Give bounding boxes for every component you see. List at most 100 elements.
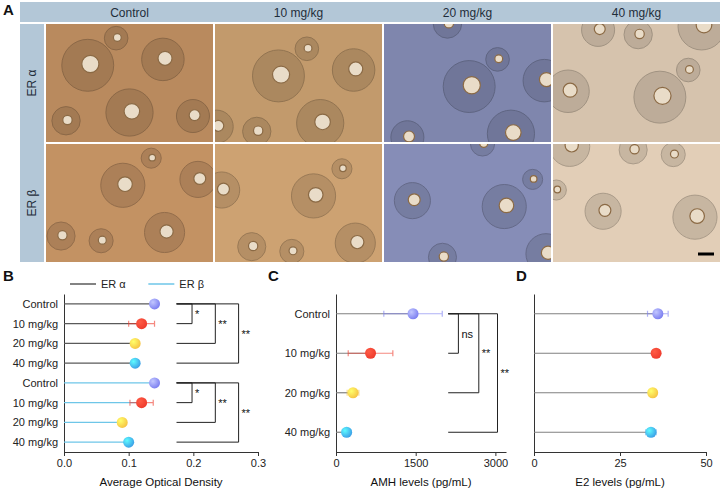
micrograph — [215, 24, 382, 142]
x-tick: 0 — [333, 452, 339, 469]
plot-marks — [336, 308, 442, 438]
significance-label: ns — [461, 328, 473, 340]
follicle — [47, 222, 75, 250]
significance-label: ** — [482, 347, 491, 359]
oocyte — [149, 154, 156, 161]
follicle — [585, 193, 621, 229]
x-tick-label: 0 — [333, 457, 339, 469]
panel-letter: C — [268, 267, 279, 284]
micrograph — [384, 24, 551, 142]
oocyte — [565, 144, 578, 152]
x-axis: 0.00.10.20.3 — [57, 452, 266, 469]
follicle — [582, 24, 615, 46]
stem — [64, 303, 155, 304]
follicle — [297, 100, 344, 142]
oocyte — [315, 114, 331, 130]
follicle — [487, 110, 534, 142]
y-tick-label: 10 mg/kg — [285, 347, 330, 359]
x-tick-label: 0.2 — [186, 457, 201, 469]
dot — [130, 358, 141, 369]
y-tick-label: 10 mg/kg — [13, 318, 58, 330]
legend-label: ER α — [101, 278, 126, 290]
column-label: 40 mg/kg — [612, 6, 661, 20]
row-label: ER β — [25, 189, 39, 216]
oocyte — [635, 29, 644, 38]
oocyte — [404, 131, 415, 142]
y-tick: 40 mg/kg — [13, 357, 58, 369]
dot — [348, 387, 359, 398]
oocyte — [594, 24, 605, 35]
follicle — [428, 243, 456, 262]
x-axis: 02550 — [531, 452, 712, 469]
header-bar — [20, 2, 720, 22]
follicle — [253, 50, 305, 102]
y-axis-line — [64, 295, 65, 453]
oocyte — [463, 77, 480, 94]
follicle — [391, 121, 424, 142]
oocyte — [253, 126, 262, 135]
stem — [64, 343, 135, 344]
oocyte — [124, 104, 140, 120]
follicle — [470, 144, 494, 156]
scale-bar — [698, 253, 714, 256]
oocyte — [249, 241, 258, 250]
y-axis: Control10 mg/kg20 mg/kg40 mg/kgControl10… — [13, 295, 65, 453]
stem — [534, 392, 653, 393]
follicle — [280, 239, 304, 262]
stem — [64, 363, 135, 364]
oocyte — [554, 186, 561, 193]
follicle — [486, 48, 510, 72]
x-tick-label: 0 — [531, 457, 537, 469]
dot — [652, 308, 663, 319]
follicle — [141, 148, 161, 168]
micrograph — [384, 144, 551, 262]
y-axis: Control10 mg/kg20 mg/kg40 mg/kg — [285, 295, 337, 453]
y-tick: 40 mg/kg — [13, 436, 58, 448]
plot-marks — [64, 298, 160, 447]
y-tick: 20 mg/kg — [13, 337, 58, 349]
row-header-bar — [20, 24, 44, 262]
significance-bracket — [177, 383, 239, 442]
oocyte — [58, 231, 67, 240]
y-tick-label: 20 mg/kg — [13, 416, 58, 428]
follicle — [243, 117, 271, 142]
panel-letter: B — [3, 267, 14, 284]
y-tick-label: 40 mg/kg — [285, 426, 330, 438]
follicle — [676, 58, 700, 82]
follicle — [553, 70, 589, 112]
dot — [341, 427, 352, 438]
legend-label: ER β — [179, 278, 204, 290]
column-label: 20 mg/kg — [443, 6, 492, 20]
x-tick: 1500 — [404, 452, 428, 469]
x-tick-label: 3000 — [484, 457, 508, 469]
y-tick: 10 mg/kg — [13, 397, 58, 409]
follicle — [215, 110, 233, 142]
dot — [117, 417, 128, 428]
oocyte — [495, 55, 503, 63]
y-tick-label: Control — [295, 308, 330, 320]
oocyte — [444, 24, 453, 28]
follicle — [634, 71, 686, 123]
x-axis-title: E2 levels (pg/mL) — [575, 476, 665, 488]
x-tick: 0.2 — [186, 452, 201, 469]
significance-bracket — [177, 304, 239, 363]
x-tick-mark — [193, 452, 194, 456]
legend-entry: ER α — [70, 278, 126, 290]
follicle — [678, 24, 720, 50]
oocyte — [480, 144, 488, 147]
follicle — [661, 144, 685, 167]
oocyte — [630, 145, 639, 154]
x-axis-title: Average Optical Density — [99, 476, 222, 488]
micrograph — [215, 144, 382, 262]
follicle — [142, 38, 184, 80]
oocyte — [505, 125, 521, 141]
stem — [64, 382, 155, 383]
legend-swatch — [70, 283, 96, 285]
x-tick: 0.1 — [122, 452, 137, 469]
x-tick: 50 — [700, 452, 712, 469]
follicle — [215, 172, 240, 208]
x-tick: 0 — [531, 452, 537, 469]
y-tick-label: 10 mg/kg — [13, 397, 58, 409]
oocyte — [304, 44, 312, 52]
oocyte — [670, 150, 678, 158]
